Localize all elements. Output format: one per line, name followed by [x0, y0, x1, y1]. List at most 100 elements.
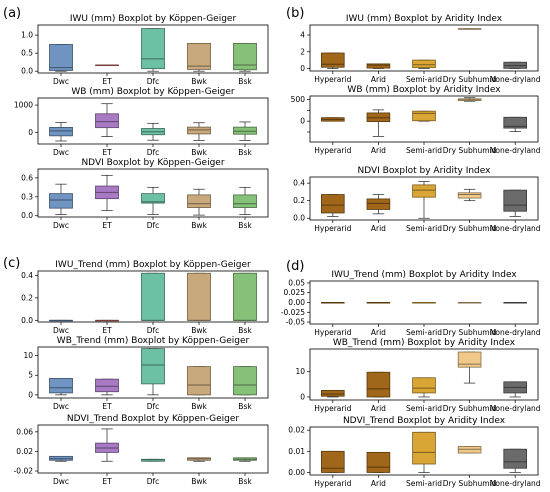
subplot: WB_Trend (mm) Boxplot by Köppen-Geiger 0 5…: [23, 336, 269, 411]
box: [233, 366, 257, 396]
category-label: Hyperarid: [314, 224, 351, 233]
category-label: ET: [102, 77, 112, 86]
category-label: Dfc: [147, 148, 160, 157]
subplot-title: IWU (mm) Boxplot by Aridity Index: [346, 14, 503, 24]
category-label: Dry Subhumid: [443, 479, 497, 488]
y-tick-label: 10: [295, 367, 305, 376]
box: [187, 126, 211, 135]
y-tick-label: 0.02: [16, 447, 33, 456]
category-label: Dwc: [53, 148, 69, 157]
category-label: Bwk: [191, 326, 207, 335]
category-label: Dfc: [147, 77, 160, 86]
box: [366, 371, 391, 398]
category-label: Hyperarid: [314, 479, 351, 488]
category-label: Dry Subhumid: [443, 146, 497, 155]
subplot-title: IWU_Trend (mm) Boxplot by Köppen-Geiger: [55, 260, 251, 270]
category-label: Dry Subhumid: [443, 404, 497, 413]
subplot-title: WB (mm) Boxplot by Köppen-Geiger: [71, 87, 235, 97]
y-tick-label: 1000: [14, 101, 33, 110]
subplot-title: NDVI_Trend Boxplot by Köppen-Geiger: [67, 414, 240, 424]
y-tick-label: 0.3: [21, 192, 33, 201]
box: [503, 116, 527, 129]
y-tick-label: 0.6: [21, 173, 33, 182]
category-label: Bsk: [238, 77, 252, 86]
category-label: ET: [102, 326, 112, 335]
box: [503, 448, 527, 469]
panel-label-a: (a): [3, 6, 21, 21]
y-tick-label: -0.05: [286, 318, 306, 327]
category-label: Semi-arid: [406, 404, 442, 413]
box: [49, 126, 73, 137]
box: [49, 44, 73, 71]
category-label: Arid: [371, 479, 386, 488]
box: [49, 193, 73, 209]
box: [187, 194, 211, 208]
box: [233, 272, 257, 321]
box: [141, 272, 165, 321]
box: [141, 193, 165, 204]
category-label: Bsk: [238, 402, 252, 411]
box: [457, 192, 482, 199]
category-label: Semi-arid: [406, 479, 442, 488]
subplot-title: NDVI_Trend Boxplot by Aridity Index: [343, 416, 506, 426]
category-label: Dwc: [53, 477, 69, 486]
category-label: Dwc: [53, 326, 69, 335]
box: [49, 377, 73, 394]
y-tick-label: 0.0: [293, 214, 305, 223]
y-tick-label: 0.02: [288, 426, 305, 435]
category-label: None-dryland: [490, 479, 541, 488]
category-label: Dfc: [147, 326, 160, 335]
box: [320, 194, 345, 214]
y-tick-label: -0.02: [14, 467, 34, 476]
subplot-title: IWU_Trend (mm) Boxplot by Aridity Index: [331, 270, 517, 280]
subplot: NDVI Boxplot by Köppen-Geiger 0.0 0.3 0.6 Dw…: [21, 158, 269, 230]
category-label: Dwc: [53, 402, 69, 411]
category-label: None-dryland: [490, 328, 541, 337]
category-label: Bwk: [191, 148, 207, 157]
box: [366, 198, 391, 210]
box: [457, 351, 482, 368]
y-tick-label: 0.5: [21, 49, 33, 58]
y-tick-label: 500: [291, 95, 306, 104]
category-label: Semi-arid: [406, 328, 442, 337]
category-label: ET: [102, 402, 112, 411]
y-tick-label: 1.0: [21, 31, 33, 40]
box: [95, 113, 119, 129]
y-tick-label: 0.05: [288, 278, 305, 287]
subplot: NDVI_Trend Boxplot by Aridity Index 0.00 0…: [288, 416, 541, 488]
y-tick-label: 0: [28, 390, 33, 399]
subplot: WB_Trend (mm) Boxplot by Aridity Index 0 1…: [295, 338, 540, 413]
y-tick-label: -0.025: [281, 308, 305, 317]
box: [233, 194, 257, 208]
category-label: Semi-arid: [406, 75, 442, 84]
y-tick-label: 0.0: [21, 211, 33, 220]
category-label: Hyperarid: [314, 146, 351, 155]
subplot-title: IWU (mm) Boxplot by Köppen-Geiger: [70, 14, 237, 24]
category-label: Bwk: [191, 221, 207, 230]
box: [366, 451, 391, 473]
subplot: NDVI Boxplot by Aridity Index 0.0 0.2 0.4 Hy…: [293, 166, 541, 233]
y-tick-label: 0.2: [21, 293, 33, 302]
category-label: Arid: [371, 75, 386, 84]
y-tick-label: 2: [300, 47, 305, 56]
box: [187, 272, 211, 321]
category-label: Dry Subhumid: [443, 328, 497, 337]
category-label: None-dryland: [490, 404, 541, 413]
category-label: None-dryland: [490, 146, 541, 155]
box: [366, 63, 391, 69]
category-label: Hyperarid: [314, 328, 351, 337]
box: [141, 28, 165, 70]
y-tick-label: 0: [300, 64, 305, 73]
y-tick-label: 0.0: [21, 316, 33, 325]
category-label: Bsk: [238, 477, 252, 486]
category-label: Hyperarid: [314, 75, 351, 84]
y-tick-label: 10: [23, 351, 33, 360]
subplot-title: WB (mm) Boxplot by Aridity Index: [347, 85, 501, 95]
box: [412, 59, 436, 69]
box: [233, 43, 257, 71]
box: [412, 377, 436, 394]
category-label: Arid: [371, 328, 386, 337]
category-label: Bwk: [191, 402, 207, 411]
category-label: Semi-arid: [406, 224, 442, 233]
